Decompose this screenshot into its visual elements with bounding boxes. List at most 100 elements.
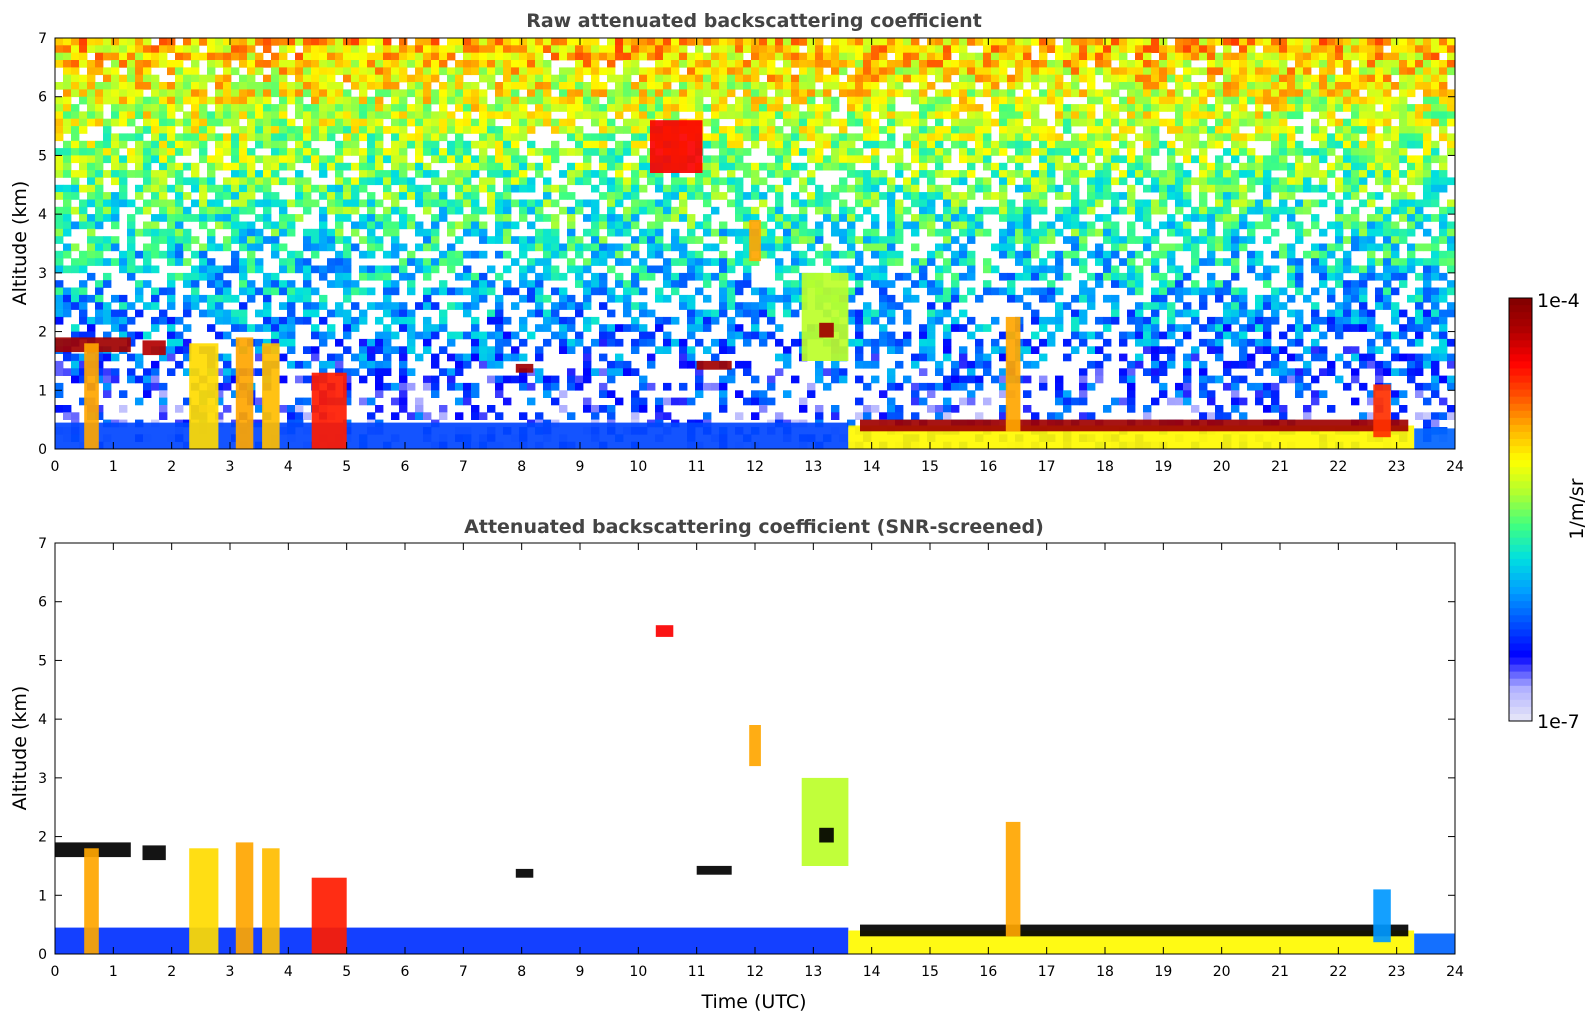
noise-cell: [479, 96, 488, 105]
noise-cell: [135, 287, 144, 296]
noise-cell: [1231, 140, 1240, 149]
noise-cell: [111, 294, 120, 303]
noise-cell: [319, 82, 328, 90]
noise-cell: [207, 96, 216, 105]
noise-cell: [1215, 89, 1224, 98]
noise-cell: [1271, 294, 1280, 303]
noise-cell: [143, 265, 152, 274]
noise-cell: [511, 96, 520, 105]
noise-cell: [919, 155, 928, 164]
noise-cell: [1199, 38, 1208, 46]
noise-cell: [111, 133, 120, 142]
noise-cell: [543, 294, 552, 303]
noise-cell: [567, 38, 576, 46]
noise-cell: [1399, 111, 1408, 120]
noise-cell: [951, 118, 960, 127]
noise-cell: [847, 45, 856, 53]
noise-cell: [527, 177, 536, 186]
noise-cell: [279, 177, 288, 186]
noise-cell: [711, 74, 720, 83]
noise-cell: [599, 67, 608, 76]
noise-cell: [959, 170, 968, 178]
noise-cell: [1159, 206, 1168, 215]
noise-cell: [119, 133, 128, 142]
noise-cell: [727, 67, 736, 76]
noise-cell: [623, 104, 632, 112]
noise-cell: [1023, 206, 1032, 215]
noise-cell: [855, 118, 864, 127]
noise-cell: [1175, 104, 1184, 112]
noise-cell: [847, 265, 856, 274]
noise-cell: [1119, 52, 1128, 61]
noise-cell: [751, 309, 760, 318]
noise-cell: [759, 133, 768, 142]
noise-cell: [991, 67, 1000, 76]
noise-cell: [279, 162, 288, 171]
noise-cell: [1359, 309, 1368, 318]
noise-cell: [1167, 287, 1176, 296]
noise-cell: [1407, 104, 1416, 112]
noise-cell: [1223, 170, 1232, 178]
noise-cell: [1327, 111, 1336, 120]
noise-cell: [167, 221, 176, 230]
noise-cell: [87, 316, 96, 325]
noise-cell: [1063, 162, 1072, 171]
noise-cell: [447, 38, 456, 46]
noise-cell: [1159, 82, 1168, 90]
noise-cell: [1407, 265, 1416, 274]
noise-cell: [1175, 192, 1184, 200]
noise-cell: [287, 250, 296, 259]
noise-cell: [375, 96, 384, 105]
noise-cell: [1351, 74, 1360, 83]
noise-cell: [279, 60, 288, 68]
noise-cell: [63, 140, 72, 149]
noise-cell: [647, 89, 656, 98]
noise-cell: [679, 236, 688, 244]
noise-cell: [935, 111, 944, 120]
noise-cell: [311, 74, 320, 83]
noise-cell: [591, 38, 600, 46]
noise-cell: [279, 82, 288, 90]
noise-cell: [63, 287, 72, 296]
noise-cell: [231, 236, 240, 244]
noise-cell: [55, 206, 64, 215]
noise-cell: [639, 74, 648, 83]
noise-cell: [1095, 272, 1104, 281]
noise-cell: [1231, 221, 1240, 230]
noise-cell: [767, 82, 776, 90]
noise-cell: [167, 82, 176, 90]
noise-cell: [1391, 45, 1400, 53]
noise-cell: [815, 250, 824, 259]
noise-cell: [551, 199, 560, 208]
noise-cell: [999, 126, 1008, 134]
noise-cell: [175, 221, 184, 230]
noise-cell: [1319, 133, 1328, 142]
noise-cell: [391, 126, 400, 134]
noise-cell: [927, 184, 936, 193]
noise-cell: [111, 214, 120, 222]
noise-cell: [767, 302, 776, 310]
noise-cell: [959, 155, 968, 164]
noise-cell: [327, 126, 336, 134]
noise-cell: [1183, 199, 1192, 208]
noise-cell: [1447, 96, 1456, 105]
noise-cell: [335, 280, 344, 288]
noise-cell: [1351, 214, 1360, 222]
noise-cell: [143, 140, 152, 149]
noise-cell: [1055, 60, 1064, 68]
noise-cell: [1351, 265, 1360, 274]
noise-cell: [855, 96, 864, 105]
noise-cell: [775, 258, 784, 266]
noise-cell: [1047, 60, 1056, 68]
noise-cell: [1215, 38, 1224, 46]
noise-cell: [231, 111, 240, 120]
noise-cell: [247, 126, 256, 134]
noise-cell: [263, 126, 272, 134]
noise-cell: [671, 38, 680, 46]
noise-cell: [151, 126, 160, 134]
noise-cell: [335, 228, 344, 237]
noise-cell: [1311, 104, 1320, 112]
noise-cell: [519, 170, 528, 178]
noise-cell: [1207, 74, 1216, 83]
noise-cell: [503, 140, 512, 149]
